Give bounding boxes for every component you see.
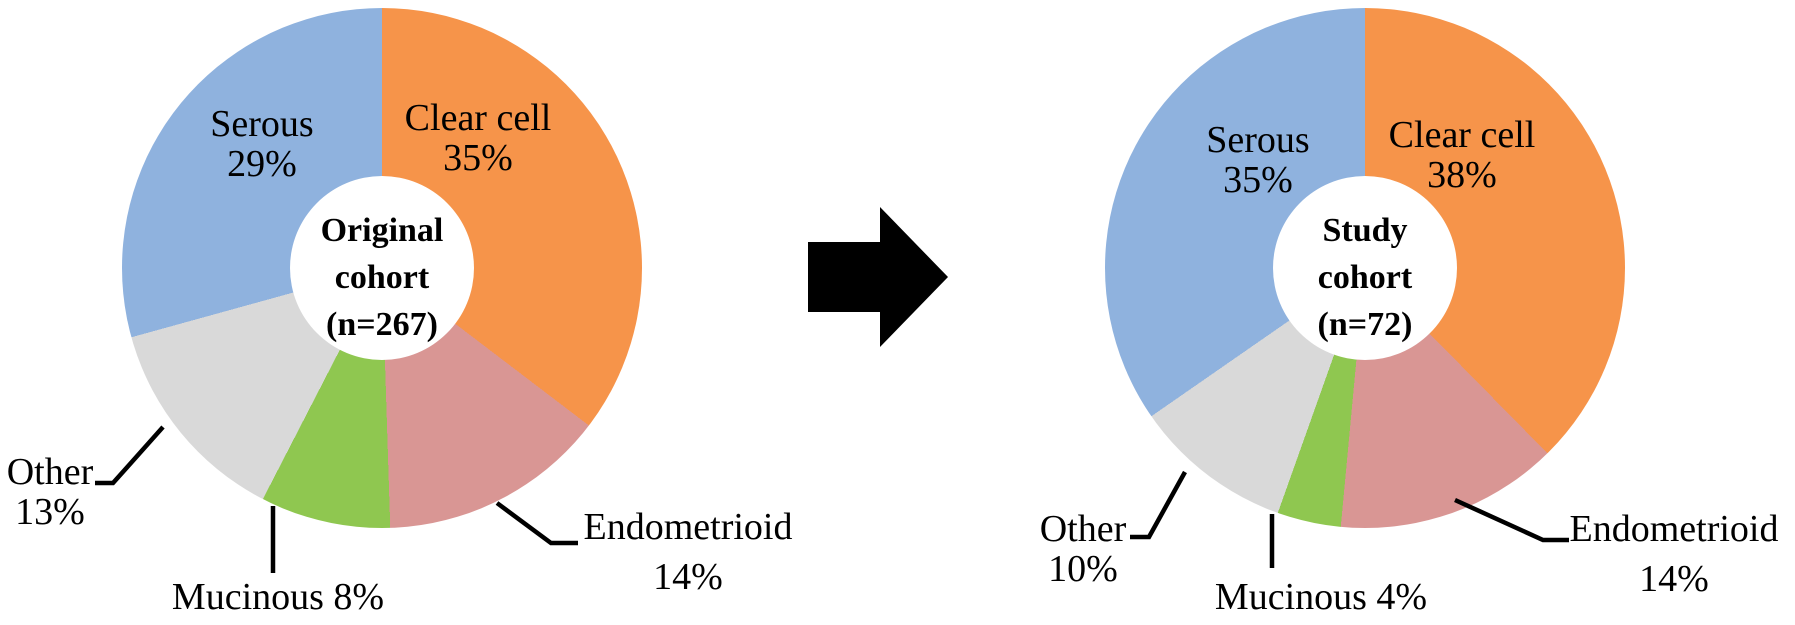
donut-hole-study-cohort xyxy=(1273,176,1457,360)
slice-label-text: Clear cell xyxy=(404,97,552,139)
slice-label-text: Clear cell xyxy=(1388,114,1536,156)
center-title-line: Original xyxy=(320,212,444,249)
center-title-study-cohort: Study cohort (n=72) xyxy=(1275,207,1455,348)
slice-label-serous: Serous 35% xyxy=(1168,120,1348,200)
callout-label-text: Mucinous 4% xyxy=(1214,576,1428,618)
callout-label-text: Mucinous 8% xyxy=(171,576,385,618)
callout-label-text: Endometrioid xyxy=(583,506,793,548)
callout-label-endometrioid: Endometrioid 14% xyxy=(568,502,808,602)
center-title-original-cohort: Original cohort (n=267) xyxy=(292,207,472,348)
center-title-line: (n=267) xyxy=(326,306,438,343)
callout-label-other: Other 13% xyxy=(0,452,100,532)
callout-label-pct: 10% xyxy=(1048,548,1118,590)
center-title-line: cohort xyxy=(334,259,430,296)
callout-label-other: Other 10% xyxy=(1031,509,1135,589)
leader-line-endometrioid xyxy=(1454,497,1569,543)
callout-label-text: Endometrioid xyxy=(1569,508,1779,550)
callout-label-endometrioid: Endometrioid 14% xyxy=(1554,504,1794,604)
slice-label-pct: 38% xyxy=(1427,154,1497,196)
slice-label-text: Serous xyxy=(1206,119,1310,161)
center-title-line: Study xyxy=(1322,212,1408,249)
leader-line-other xyxy=(95,425,165,486)
leader-line-other xyxy=(1130,470,1187,540)
donut-hole-original-cohort xyxy=(290,176,474,360)
center-title-line: (n=72) xyxy=(1317,306,1413,343)
leader-line-endometrioid xyxy=(495,501,578,546)
slice-label-text: Serous xyxy=(210,103,314,145)
slice-label-clear-cell: Clear cell 35% xyxy=(388,98,568,178)
callout-label-pct: 14% xyxy=(653,556,723,598)
slice-label-pct: 29% xyxy=(227,143,297,185)
callout-label-mucinous: Mucinous 4% xyxy=(1201,577,1441,617)
slice-label-clear-cell: Clear cell 38% xyxy=(1372,115,1552,195)
right-arrow-icon xyxy=(808,207,948,347)
callout-label-text: Other xyxy=(1039,508,1127,550)
slice-label-pct: 35% xyxy=(443,137,513,179)
callout-label-mucinous: Mucinous 8% xyxy=(158,577,398,617)
center-title-line: cohort xyxy=(1317,259,1413,296)
callout-label-pct: 14% xyxy=(1639,558,1709,600)
slice-label-serous: Serous 29% xyxy=(172,104,352,184)
callout-label-pct: 13% xyxy=(15,491,85,533)
callout-label-text: Other xyxy=(6,451,94,493)
slice-label-pct: 35% xyxy=(1223,159,1293,201)
